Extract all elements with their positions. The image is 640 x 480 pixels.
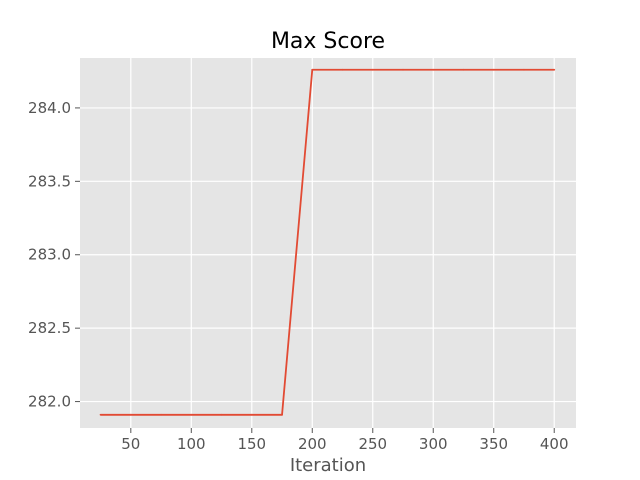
- x-tick-label: 200: [298, 435, 327, 453]
- plot-background: [80, 58, 576, 428]
- x-tick-label: 250: [358, 435, 387, 453]
- y-tick-label: 284.0: [28, 99, 71, 117]
- x-tick-label: 400: [540, 435, 569, 453]
- x-axis-label: Iteration: [290, 455, 366, 476]
- y-tick-label: 283.5: [28, 172, 71, 190]
- data-point: [220, 413, 223, 416]
- y-tick-label: 282.5: [28, 319, 71, 337]
- x-axis-ticks: 50 100 150 200 250 300 350 400: [121, 428, 569, 453]
- y-axis-ticks: 282.0 282.5 283.0 283.5 284.0: [28, 99, 80, 411]
- chart-title: Max Score: [271, 29, 385, 54]
- data-point: [492, 68, 495, 71]
- data-point: [341, 68, 344, 71]
- x-tick-label: 350: [479, 435, 508, 453]
- data-point: [402, 68, 404, 71]
- data-point: [432, 68, 435, 71]
- data-point: [190, 413, 193, 416]
- data-point: [129, 413, 132, 416]
- x-tick-label: 50: [121, 435, 140, 453]
- data-point: [311, 68, 314, 71]
- grid-lines: [80, 58, 576, 428]
- data-point: [250, 413, 253, 416]
- data-point: [99, 413, 102, 416]
- data-point: [371, 68, 374, 71]
- x-tick-label: 300: [419, 435, 448, 453]
- series-line: [100, 68, 555, 416]
- data-point: [523, 68, 525, 71]
- data-point: [553, 68, 556, 71]
- x-tick-label: 100: [177, 435, 206, 453]
- x-tick-label: 150: [237, 435, 266, 453]
- data-point: [462, 68, 465, 71]
- data-point: [160, 413, 162, 416]
- y-tick-label: 283.0: [28, 246, 71, 264]
- series-layer: [99, 68, 556, 416]
- y-tick-label: 282.0: [28, 393, 71, 411]
- data-point: [281, 413, 283, 416]
